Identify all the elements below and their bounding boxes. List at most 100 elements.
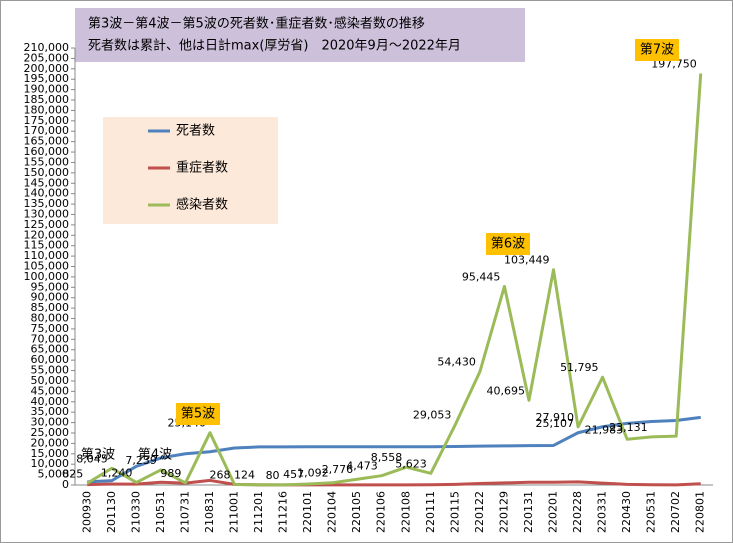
legend-label: 感染者数 [176, 197, 228, 213]
x-tick-label: 201130 [105, 491, 118, 533]
chart-subtitle: 死者数は累計、他は日計max(厚労省) 2020年9月～2022年月 [88, 38, 461, 54]
data-label: 7,239 [125, 454, 157, 467]
y-tick-label: 200,000 [24, 62, 70, 75]
y-tick-label: 20,000 [31, 436, 70, 449]
y-tick-label: 165,000 [24, 135, 70, 148]
y-tick-label: 80,000 [31, 312, 70, 325]
y-tick-label: 115,000 [24, 239, 70, 252]
data-label: 457 [283, 468, 304, 481]
y-tick-label: 65,000 [31, 343, 70, 356]
y-tick-label: 75,000 [31, 322, 70, 335]
legend-label: 重症者数 [176, 160, 228, 176]
x-tick-label: 220702 [669, 491, 682, 533]
annotation: 第7波 [640, 43, 674, 58]
data-label: 21,983 [585, 423, 624, 436]
x-tick-label: 220801 [694, 491, 707, 533]
y-tick-label: 15,000 [31, 447, 70, 460]
x-tick-label: 220101 [301, 491, 314, 533]
x-tick-label: 220531 [645, 491, 658, 533]
data-label: 95,445 [462, 270, 501, 283]
x-tick-label: 220228 [571, 491, 584, 533]
y-tick-label: 100,000 [24, 270, 70, 283]
data-label: 1,092 [297, 467, 329, 480]
y-tick-label: 105,000 [24, 260, 70, 273]
y-tick-label: 125,000 [24, 218, 70, 231]
y-tick-label: 135,000 [24, 197, 70, 210]
x-tick-label: 211201 [252, 491, 265, 533]
annotation: 第4波 [138, 448, 172, 463]
x-tick-label: 211216 [277, 491, 290, 533]
annotation: 第3波 [81, 448, 115, 463]
y-tick-label: 5,000 [38, 468, 70, 481]
x-tick-label: 220115 [448, 491, 461, 533]
data-label: 1,240 [101, 466, 133, 479]
x-tick-label: 220331 [596, 491, 609, 533]
data-label: 25,107 [536, 417, 575, 430]
x-tick-label: 211001 [228, 491, 241, 533]
series-line [86, 73, 703, 487]
y-tick-label: 55,000 [31, 364, 70, 377]
x-tick-label: 210330 [129, 491, 142, 533]
y-tick-label: 160,000 [24, 145, 70, 158]
y-tick-label: 130,000 [24, 207, 70, 220]
y-tick-label: 145,000 [24, 176, 70, 189]
legend-box [103, 117, 278, 224]
y-tick-label: 140,000 [24, 187, 70, 200]
data-label: 5,623 [395, 457, 427, 470]
y-tick-label: 110,000 [24, 249, 70, 262]
y-tick-label: 195,000 [24, 72, 70, 85]
y-tick-label: 155,000 [24, 155, 70, 168]
x-tick-label: 220111 [424, 491, 437, 533]
y-tick-label: 60,000 [31, 353, 70, 366]
data-label: 51,795 [560, 361, 599, 374]
x-tick-label: 220129 [497, 491, 510, 533]
data-label: 825 [62, 467, 83, 480]
y-tick-label: 50,000 [31, 374, 70, 387]
x-tick-label: 210731 [178, 491, 191, 533]
y-tick-label: 85,000 [31, 301, 70, 314]
y-tick-label: 175,000 [24, 114, 70, 127]
y-tick-label: 10,000 [31, 457, 70, 470]
y-tick-label: 25,000 [31, 426, 70, 439]
y-tick-label: 180,000 [24, 103, 70, 116]
y-tick-label: 95,000 [31, 280, 70, 293]
y-tick-label: 205,000 [24, 51, 70, 64]
data-label: 27,910 [536, 411, 575, 424]
data-label: 23,131 [609, 421, 648, 434]
data-label: 40,695 [486, 384, 525, 397]
x-tick-label: 200930 [80, 491, 93, 533]
annotation: 第5波 [181, 407, 215, 422]
data-label: 8,045 [76, 452, 108, 465]
y-tick-label: 40,000 [31, 395, 70, 408]
annotation-box [486, 233, 530, 255]
data-label: 124 [234, 469, 255, 482]
x-tick-label: 220106 [375, 491, 388, 533]
x-tick-label: 210831 [203, 491, 216, 533]
x-tick-label: 220430 [620, 491, 633, 533]
y-tick-label: 150,000 [24, 166, 70, 179]
title-box [75, 8, 525, 62]
data-label: 8,558 [371, 451, 403, 464]
annotation: 第6波 [491, 237, 525, 252]
annotation-box [176, 403, 220, 425]
data-label: 4,473 [346, 460, 378, 473]
y-tick-label: 45,000 [31, 384, 70, 397]
y-tick-label: 185,000 [24, 93, 70, 106]
series-line [87, 415, 701, 484]
y-tick-label: 0 [62, 478, 69, 491]
y-tick-label: 90,000 [31, 291, 70, 304]
series-line [87, 478, 701, 487]
data-label: 103,449 [504, 254, 550, 267]
y-tick-label: 120,000 [24, 228, 70, 241]
chart-title: 第3波－第4波－第5波の死者数･重症者数･感染者数の推移 [88, 16, 425, 32]
data-label: 268 [210, 468, 231, 481]
x-tick-label: 220105 [350, 491, 363, 533]
data-label: 2,776 [322, 463, 354, 476]
y-tick-label: 70,000 [31, 332, 70, 345]
annotation-box [635, 39, 679, 61]
data-label: 29,053 [413, 409, 452, 422]
legend-label: 死者数 [176, 124, 215, 139]
data-label: 989 [160, 467, 181, 480]
